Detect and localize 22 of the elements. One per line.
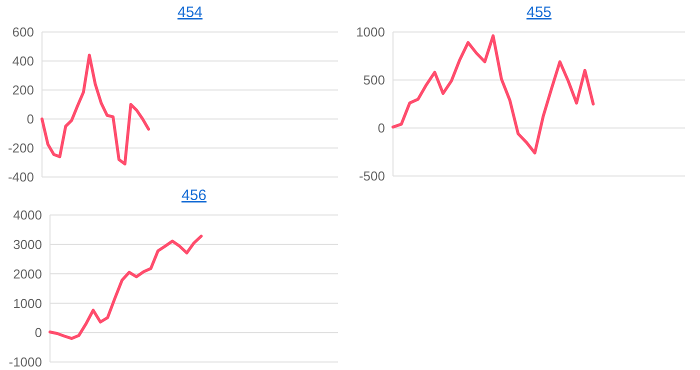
line-series xyxy=(40,54,150,166)
y-tick-label: -1000 xyxy=(8,354,42,370)
y-tick-label: 1000 xyxy=(13,296,42,311)
y-tick-label: 2000 xyxy=(13,266,42,282)
y-tick-label: 500 xyxy=(363,72,385,88)
chart-title: 456 xyxy=(181,187,207,204)
y-tick-label: 1000 xyxy=(356,24,385,40)
line-series xyxy=(392,34,595,154)
line-series xyxy=(48,234,203,340)
chart-title: 455 xyxy=(526,4,552,21)
y-tick-label: 3000 xyxy=(13,236,42,252)
y-tick-label: 0 xyxy=(378,120,385,136)
y-tick-label: -400 xyxy=(8,170,34,185)
y-tick-label: -500 xyxy=(358,168,385,184)
y-tick-label: 200 xyxy=(12,82,34,98)
y-tick-label: -200 xyxy=(8,140,34,156)
chart-title: 454 xyxy=(177,4,203,21)
y-tick-label: 0 xyxy=(26,112,34,127)
y-tick-label: 400 xyxy=(12,54,34,69)
y-tick-label: 0 xyxy=(34,325,42,340)
y-tick-label: 600 xyxy=(12,24,34,40)
y-tick-label: 4000 xyxy=(13,208,42,223)
